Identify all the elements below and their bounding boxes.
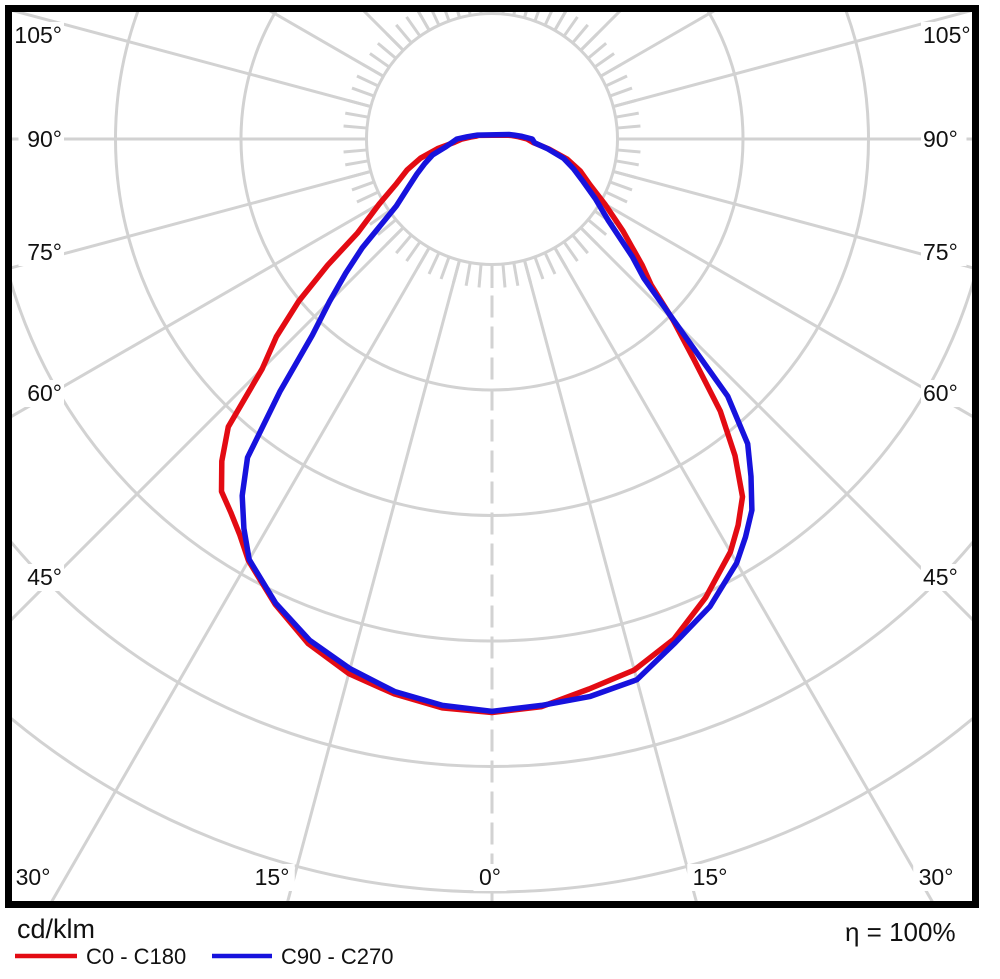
angle-tick	[464, 262, 472, 286]
legend-label-c90-c270: C90 - C270	[281, 944, 394, 969]
gamma-label: 15°	[693, 864, 728, 890]
gamma-label-bg	[10, 864, 56, 891]
footer: cd/klm η = 100% C0 - C180 C90 - C270	[15, 914, 956, 969]
angle-tick	[562, 16, 579, 38]
gamma-label-bg	[473, 864, 507, 891]
angle-tick	[369, 52, 391, 69]
gamma-angle-labels: 105° 90° 75° 60° 45° 30° 15° 0° 15° 30° 105° 90° 75°…	[6, 22, 979, 891]
gamma-label: 105°	[923, 22, 971, 48]
angle-gridline	[612, 170, 972, 270]
angle-tick	[616, 148, 641, 154]
angle-tick	[605, 190, 628, 204]
angle-tick	[562, 240, 579, 262]
angle-tick	[376, 42, 397, 60]
angle-tick	[431, 12, 441, 26]
angle-gridline	[612, 12, 972, 108]
angle-tick	[501, 263, 507, 288]
unit-label: cd/klm	[17, 914, 95, 944]
angle-tick	[587, 218, 608, 236]
angle-tick	[605, 74, 628, 88]
angle-gridline	[50, 246, 431, 901]
angle-tick	[615, 111, 639, 119]
angle-tick	[609, 86, 633, 98]
angle-gridline	[523, 259, 698, 901]
gamma-label: 0°	[479, 864, 501, 890]
angle-tick	[543, 252, 557, 275]
angle-tick	[533, 12, 540, 22]
angle-tick	[345, 159, 369, 167]
angle-tick	[571, 234, 589, 255]
angle-gridline	[286, 259, 461, 901]
angle-tick	[369, 209, 391, 226]
gamma-label-bg	[921, 22, 979, 49]
gamma-label-bg	[249, 864, 295, 891]
angle-gridline	[12, 170, 372, 270]
gamma-label: 45°	[27, 564, 62, 590]
angle-gridline	[553, 246, 934, 901]
gamma-label-bg	[18, 239, 64, 266]
angle-tick	[343, 148, 368, 154]
angle-tick	[395, 23, 413, 44]
angle-tick	[609, 180, 633, 192]
gamma-label: 60°	[27, 380, 62, 406]
gamma-label-bg	[6, 22, 64, 49]
gamma-label-bg	[913, 864, 959, 891]
angle-tick	[587, 42, 608, 60]
angle-tick	[444, 12, 451, 22]
gamma-label: 45°	[923, 564, 958, 590]
angle-gridline	[12, 12, 372, 108]
angle-tick	[512, 262, 520, 286]
gamma-label: 75°	[923, 239, 958, 265]
angle-tick	[405, 240, 422, 262]
curve-c90-c270	[239, 131, 755, 715]
gamma-label-bg	[921, 239, 967, 266]
gamma-label-bg	[921, 126, 967, 153]
legend: C0 - C180 C90 - C270	[15, 944, 394, 969]
angle-tick	[571, 23, 589, 44]
angle-tick	[345, 111, 369, 119]
angle-tick	[343, 124, 368, 130]
gamma-label: 30°	[919, 864, 954, 890]
angle-gridline	[599, 200, 972, 418]
gamma-label-bg	[921, 380, 967, 407]
angle-tick	[593, 52, 615, 69]
plot-frame	[5, 5, 979, 908]
gamma-label-bg	[18, 126, 64, 153]
gamma-label: 90°	[27, 126, 62, 152]
angle-tick	[376, 218, 397, 236]
angle-tick	[351, 86, 375, 98]
gamma-label-bg	[18, 380, 64, 407]
gamma-label: 30°	[16, 864, 51, 890]
angle-tick	[543, 12, 553, 26]
angle-gridline	[12, 200, 385, 418]
gamma-label: 105°	[14, 22, 62, 48]
angle-tick	[477, 263, 483, 288]
gamma-label-bg	[687, 864, 733, 891]
angle-tick	[616, 124, 641, 130]
efficiency-label: η = 100%	[845, 917, 956, 947]
angle-tick	[439, 256, 451, 280]
angle-gridline	[579, 226, 972, 622]
angle-tick	[395, 234, 413, 255]
angle-tick	[356, 190, 379, 204]
angle-tick	[533, 256, 545, 280]
gamma-label: 90°	[923, 126, 958, 152]
legend-label-c0-c180: C0 - C180	[86, 944, 186, 969]
angle-tick	[427, 252, 441, 275]
intensity-curves	[218, 131, 755, 716]
gamma-label: 15°	[255, 864, 290, 890]
angle-tick	[356, 74, 379, 88]
angle-tick	[615, 159, 639, 167]
angle-tick	[405, 16, 422, 38]
gamma-label: 60°	[923, 380, 958, 406]
gamma-label: 75°	[27, 239, 62, 265]
gamma-label-bg	[921, 564, 967, 591]
angle-tick	[351, 180, 375, 192]
gamma-label-bg	[18, 564, 64, 591]
